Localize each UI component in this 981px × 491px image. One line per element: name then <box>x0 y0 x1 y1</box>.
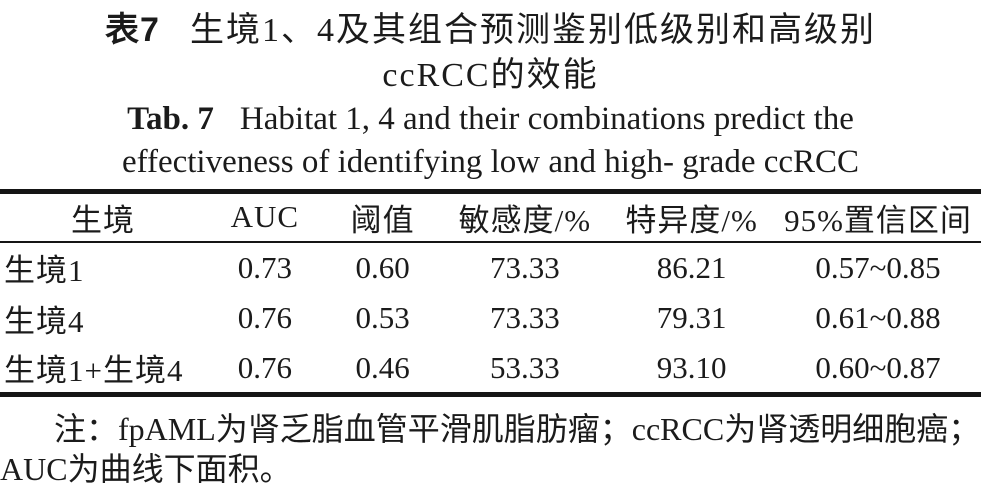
table-caption-zh-line1: 表7 生境1、4及其组合预测鉴别低级别和高级别 <box>0 8 981 53</box>
cell-auc: 0.73 <box>237 249 292 285</box>
table-caption-zh-line2: ccRCC的效能 <box>382 57 599 94</box>
table-number-zh: 表7 <box>105 11 160 49</box>
cell-habitat: 生境1 <box>4 253 85 288</box>
cell-sensitivity: 73.33 <box>489 300 560 335</box>
col-header-threshold: 阈值 <box>323 191 442 243</box>
cell-ci95: 0.61~0.88 <box>815 300 941 335</box>
cell-habitat: 生境1+生境4 <box>4 353 184 389</box>
footnote-line1: 注：fpAML为肾乏脂血管平滑肌脂肪瘤；ccRCC为肾透明细胞癌； <box>54 411 981 447</box>
footnote-line2: AUC为曲线下面积。 <box>0 451 292 487</box>
col-header-sensitivity: 敏感度/% <box>441 191 609 243</box>
table-caption-en-line2: effectiveness of identifying low and hig… <box>121 144 860 180</box>
col-header-habitat: 生境 <box>0 191 206 243</box>
cell-specificity: 93.10 <box>656 349 727 385</box>
table-footnote: 注：fpAML为肾乏脂血管平滑肌脂肪瘤；ccRCC为肾透明细胞癌； AUC为曲线… <box>0 409 981 489</box>
col-header-specificity: 特异度/% <box>608 191 775 243</box>
results-table: 生境 AUC 阈值 敏感度/% 特异度/% 95%置信区间 生境1 0.73 0… <box>0 189 981 397</box>
cell-ci95: 0.60~0.87 <box>815 349 941 385</box>
cell-ci95: 0.57~0.85 <box>815 249 941 285</box>
table-row-habitat1: 生境1 0.73 0.60 73.33 86.21 0.57~0.85 <box>0 242 981 293</box>
cell-threshold: 0.60 <box>355 249 410 285</box>
cell-threshold: 0.53 <box>355 300 410 335</box>
cell-auc: 0.76 <box>237 300 292 335</box>
cell-habitat: 生境4 <box>4 303 85 339</box>
cell-specificity: 86.21 <box>656 249 727 285</box>
col-header-auc: AUC <box>206 191 324 243</box>
col-header-ci95: 95%置信区间 <box>774 191 981 243</box>
table-row-habitat4: 生境4 0.76 0.53 73.33 79.31 0.61~0.88 <box>0 293 981 344</box>
cell-specificity: 79.31 <box>656 300 727 335</box>
cell-auc: 0.76 <box>237 349 292 385</box>
cell-threshold: 0.46 <box>355 349 410 385</box>
table-title-zh: 生境1、4及其组合预测鉴别低级别和高级别 <box>189 12 876 49</box>
table-header-row: 生境 AUC 阈值 敏感度/% 特异度/% 95%置信区间 <box>0 191 981 243</box>
table-number-en: Tab. 7 <box>127 101 214 137</box>
cell-sensitivity: 53.33 <box>489 349 560 385</box>
cell-sensitivity: 73.33 <box>489 249 560 285</box>
table-caption-en-line1: Tab. 7 Habitat 1, 4 and their combination… <box>0 98 981 141</box>
table-row-habitat1-plus-4: 生境1+生境4 0.76 0.46 53.33 93.10 0.60~0.87 <box>0 344 981 395</box>
table-title-en: Habitat 1, 4 and their combinations pred… <box>239 101 854 137</box>
